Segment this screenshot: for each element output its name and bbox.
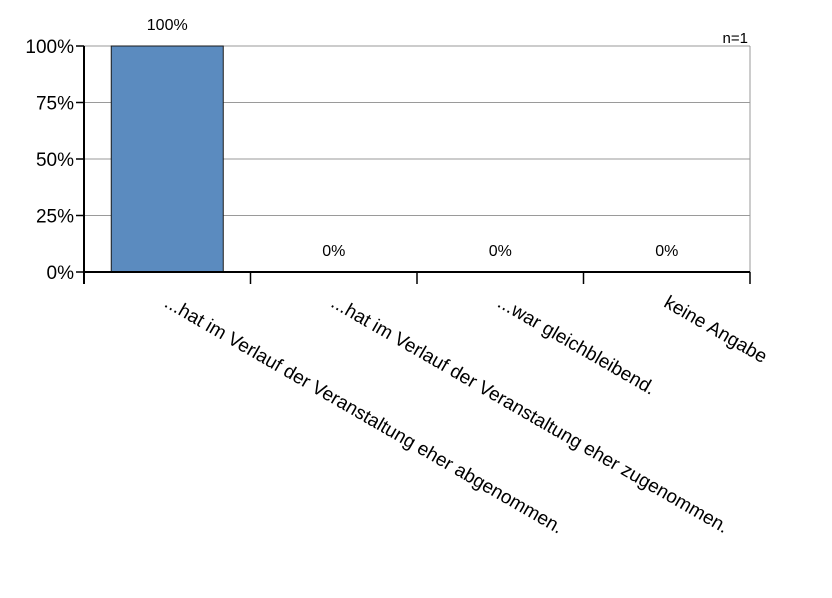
data-label: 0%	[322, 243, 345, 260]
y-tick-label: 100%	[25, 37, 74, 58]
data-label: 0%	[489, 243, 512, 260]
y-tick-label: 50%	[36, 150, 74, 171]
category-label: keine Angabe	[660, 292, 770, 368]
y-tick-label: 25%	[36, 207, 74, 228]
category-label: ...war gleichbleibend.	[494, 292, 659, 399]
sample-size-annotation: n=1	[723, 30, 748, 47]
data-label: 100%	[147, 17, 188, 34]
bar	[110, 45, 224, 273]
data-label: 0%	[655, 243, 678, 260]
axes	[76, 45, 751, 284]
y-tick-label: 0%	[47, 263, 75, 284]
bars	[110, 45, 224, 273]
y-tick-label: 75%	[36, 94, 74, 115]
